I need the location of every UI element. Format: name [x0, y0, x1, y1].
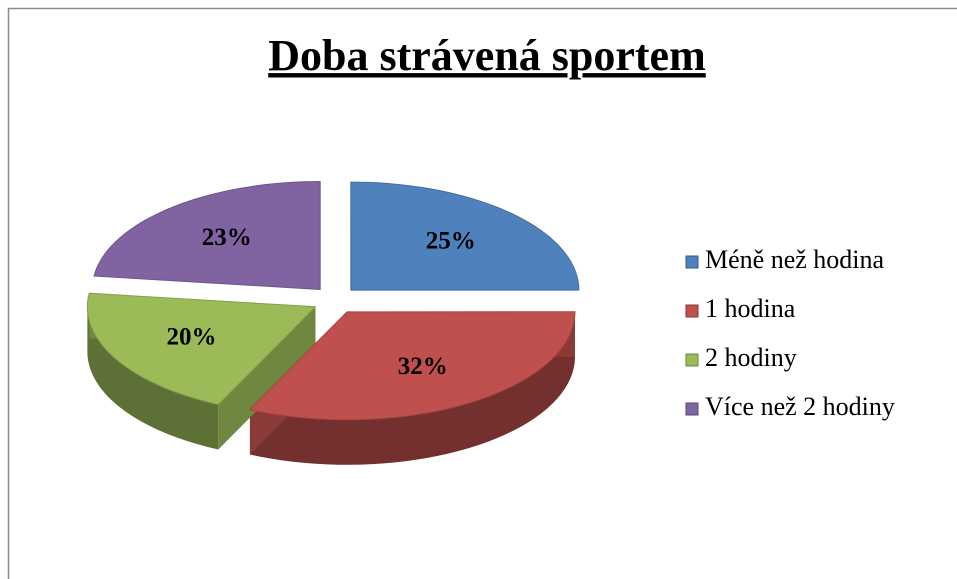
chart-frame: [7, 7, 957, 579]
legend-label: 1 hodina: [705, 294, 796, 323]
slice: [350, 181, 580, 291]
data-label: 25%: [426, 227, 476, 254]
slice-side: [87, 306, 219, 450]
data-label: 32%: [398, 353, 448, 380]
data-label: 23%: [202, 224, 252, 251]
legend-label: 2 hodiny: [705, 343, 797, 372]
chart-title: Doba strávená sportem: [268, 31, 706, 80]
legend: Méně než hodina 1 hodina 2 hodiny Více než …: [685, 245, 895, 421]
legend-swatch: [685, 304, 699, 318]
legend-swatch: [685, 402, 699, 416]
data-label: 20%: [166, 324, 216, 351]
slice: [248, 311, 576, 421]
pie: 25% 32% 20% 23%: [86, 180, 580, 465]
legend-swatch: [685, 255, 699, 269]
slice: [93, 180, 321, 291]
legend-label: Více než 2 hodiny: [705, 392, 895, 421]
legend-swatch: [685, 353, 699, 367]
legend-label: Méně než hodina: [705, 245, 885, 274]
slice: [86, 292, 317, 406]
slice-side: [249, 311, 576, 465]
